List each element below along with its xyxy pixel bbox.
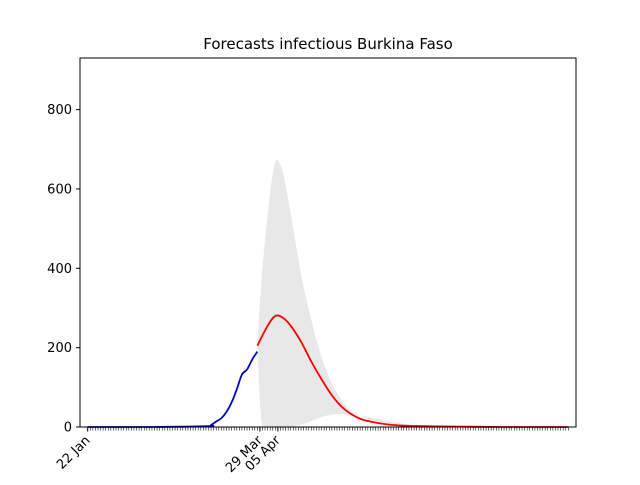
y-tick-label: 0 bbox=[64, 421, 72, 436]
y-tick-label: 200 bbox=[47, 341, 72, 356]
series-layer bbox=[87, 314, 569, 428]
plot-frame bbox=[79, 57, 577, 428]
y-tick-label: 800 bbox=[47, 103, 72, 118]
chart-title: Forecasts infectious Burkina Faso bbox=[203, 35, 453, 53]
y-tick-label: 400 bbox=[47, 262, 72, 277]
forecast-series-line bbox=[256, 314, 569, 428]
confidence-band-layer bbox=[257, 159, 569, 427]
confidence-band bbox=[257, 159, 569, 427]
y-tick-label: 600 bbox=[47, 182, 72, 197]
observed-series-line bbox=[87, 351, 259, 428]
